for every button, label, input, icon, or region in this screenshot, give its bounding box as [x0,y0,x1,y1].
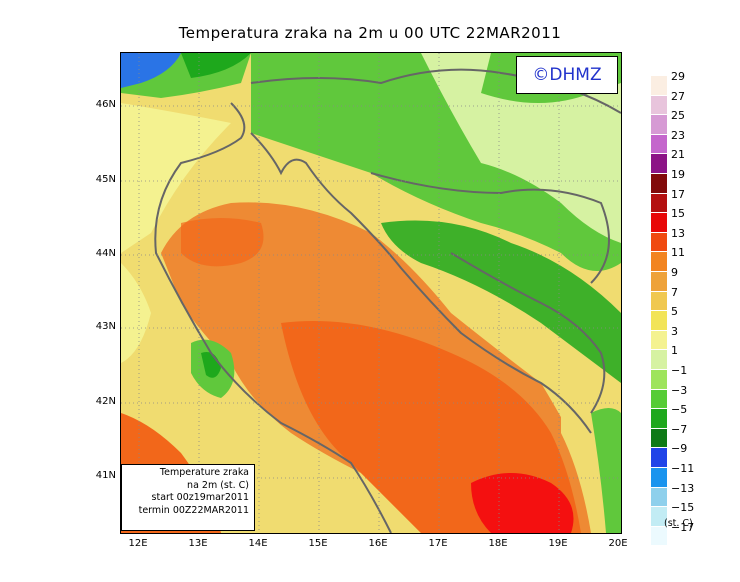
legend-swatch [651,272,667,291]
legend-swatch [651,330,667,350]
temperature-field [121,53,621,533]
info-line-4: termin 00Z22MAR2011 [138,504,249,516]
lon-label-19: 19E [548,538,568,549]
dhmz-logo: ©DHMZ [516,56,618,94]
lon-label-20: 20E [608,538,628,549]
lat-label-41: 41N [95,470,116,481]
legend-swatch [651,154,667,173]
info-line-3: start 00z19mar2011 [151,492,249,503]
legend-label: 19 [671,168,685,181]
map-title: Temperatura zraka na 2m u 00 UTC 22MAR20… [178,24,562,42]
lon-label-18: 18E [488,538,508,549]
legend-label: 29 [671,70,685,83]
sava-border [370,172,610,284]
legend-swatch [651,350,667,369]
graticule [121,53,621,533]
legend-label: 1 [671,344,678,358]
legend-swatch [651,115,667,134]
alps-dark [181,53,251,78]
lat-label-42: 42N [95,396,116,407]
legend-label: 13 [671,226,685,240]
lon-label-14: 14E [248,538,268,549]
legend-swatch [651,134,667,154]
inner-border [450,252,606,414]
legend-label: 17 [671,187,685,201]
pannonian-pale [421,53,621,243]
legend-label: 21 [671,148,685,162]
info-line-1: Temperature zraka [159,467,249,478]
legend-swatch [651,526,667,546]
legend-label: 11 [671,246,685,260]
legend-label: −9 [671,442,688,456]
coastlines [154,68,621,533]
alps-snow [121,53,181,88]
lon-label-13: 13E [188,538,208,549]
legend-label: 23 [671,128,685,142]
legend-swatch [651,428,667,448]
legend-swatch [651,487,667,507]
mountain-belt [381,220,621,383]
lat-label-45: 45N [95,174,116,185]
legend-label: 7 [671,285,678,299]
legend-swatch [651,370,667,389]
legend-label: −7 [671,422,688,436]
legend-swatch [651,409,667,428]
lon-label-17: 17E [428,538,448,549]
legend-label: −11 [671,462,695,475]
legend-label: −17 [671,520,695,534]
italy-north [121,103,231,253]
legend-label: 9 [671,266,678,279]
legend-swatch [651,174,667,193]
balkan-south-green [591,408,621,533]
legend-swatch [651,252,667,271]
lon-label-12: 12E [128,538,148,549]
legend-swatch [651,311,667,330]
italian-coastline [154,102,392,533]
legend-label: 3 [671,324,678,338]
legend-label: 5 [671,305,678,319]
lat-label-43: 43N [95,321,116,332]
legend-label: 27 [671,89,685,103]
sea-hotspot [471,473,574,533]
legend-swatch [651,291,667,311]
croatian-coastline [250,132,592,434]
info-box: Temperature zraka na 2m (st. C) start 00… [121,464,255,531]
legend-unit: (st. C) [664,518,693,529]
legend-swatch [651,448,667,467]
lat-label-44: 44N [95,248,116,259]
legend-label: −1 [671,364,688,377]
legend-label: 15 [671,207,685,221]
lon-label-15: 15E [308,538,328,549]
legend-label: −5 [671,403,688,417]
temperature-map [120,52,622,534]
legend-label: −13 [671,481,695,495]
legend-label: 25 [671,109,685,123]
legend-swatch [651,468,667,487]
legend-swatch [651,95,667,115]
west-coast-pale [121,263,151,363]
legend-swatch [651,507,667,526]
legend-label: −15 [671,501,695,515]
legend-swatch [651,193,667,213]
legend-label: −3 [671,383,688,397]
lat-label-46: 46N [95,99,116,110]
legend-swatch [651,389,667,409]
legend-swatch [651,76,667,95]
north-adriatic-warm [181,218,264,267]
legend-swatch [651,213,667,232]
legend-swatch [651,232,667,252]
info-line-2: na 2m (st. C) [187,479,249,491]
lon-label-16: 16E [368,538,388,549]
